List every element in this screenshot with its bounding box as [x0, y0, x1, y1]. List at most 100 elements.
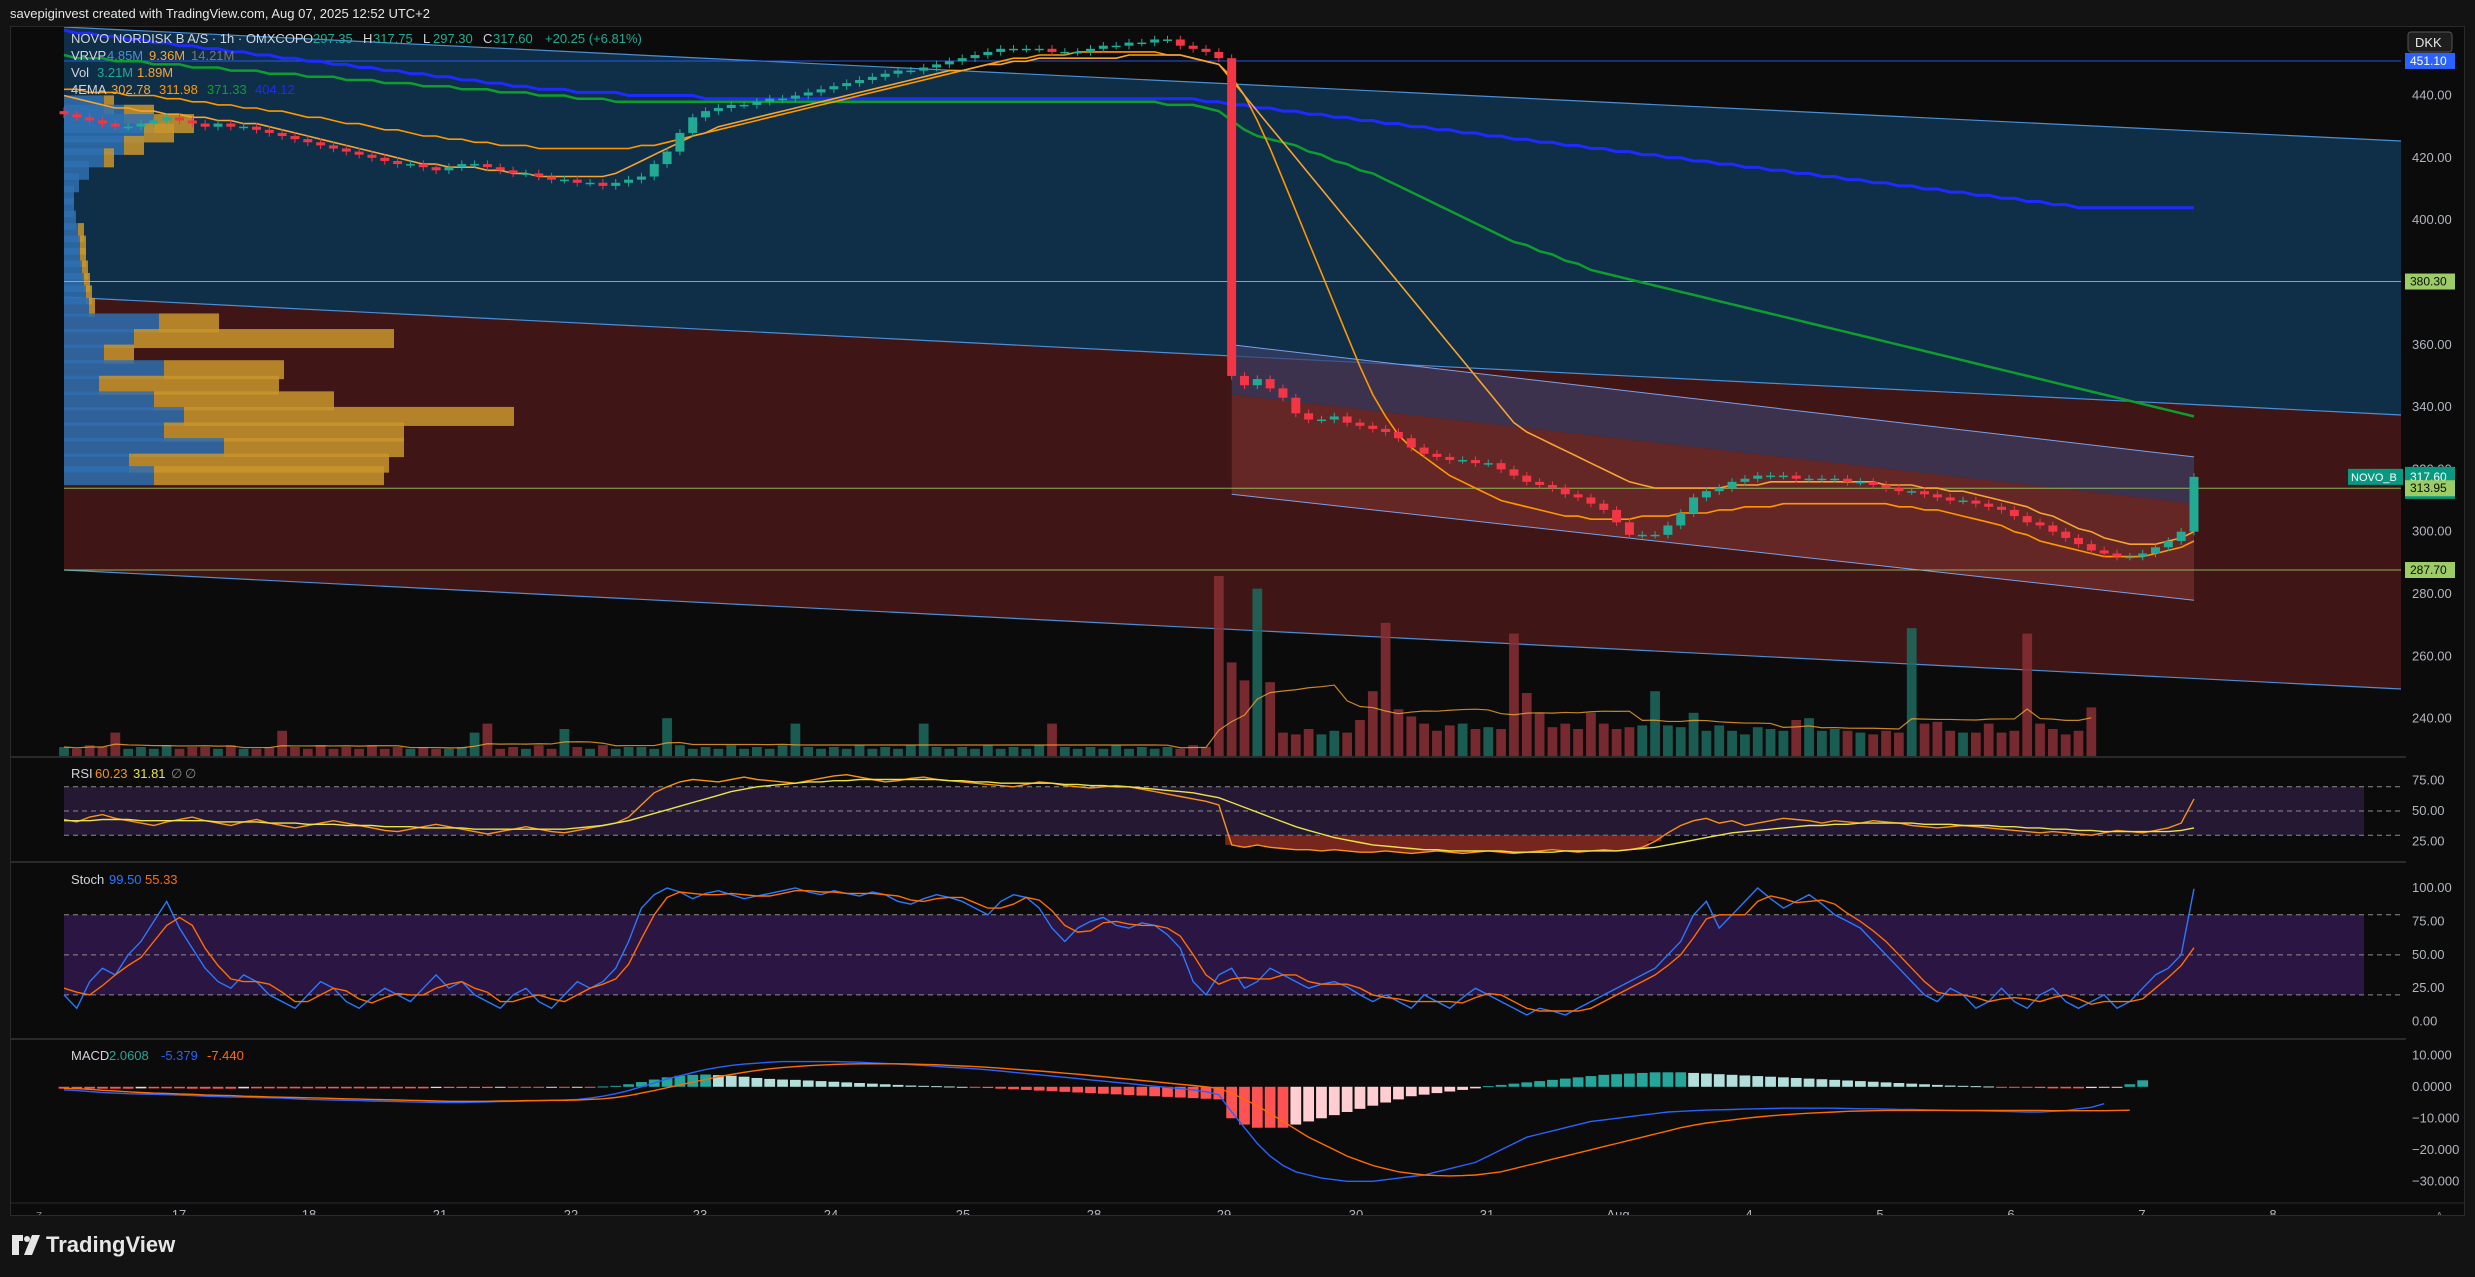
macd-histogram-bar [764, 1078, 776, 1087]
macd-histogram-bar [687, 1074, 699, 1087]
macd-histogram-bar [1033, 1086, 1045, 1091]
macd-histogram-bar [1534, 1081, 1545, 1087]
volume-profile-down-bar [144, 123, 174, 143]
volume-bar [1136, 747, 1147, 756]
time-tick-label: 25 [956, 1207, 970, 1215]
macd-histogram-bar [1174, 1086, 1186, 1098]
macd-histogram-bar [1572, 1077, 1584, 1087]
rsi-na-value: ∅ [171, 766, 182, 781]
macd-histogram-bar [1829, 1079, 1841, 1087]
candle-body [842, 83, 852, 87]
chart-canvas[interactable]: 240.00260.00280.00300.00320.00340.00360.… [11, 26, 2464, 1222]
time-tick-label: 29 [1217, 1207, 1231, 1215]
volume-bar [752, 747, 762, 756]
candle-body [1573, 494, 1583, 498]
ema20-line [63, 54, 2195, 545]
macd-histogram-bar [1713, 1074, 1725, 1087]
macd-histogram-bar [559, 1086, 570, 1088]
volume-bar [1919, 723, 1930, 756]
volume-bar [1419, 723, 1429, 756]
volume-bar [1534, 712, 1545, 756]
candle-body [1470, 460, 1480, 464]
volume-bar [546, 748, 557, 756]
volume-bar [277, 730, 288, 756]
candle-body [662, 151, 672, 165]
candle-body [393, 160, 403, 165]
volume-bar [944, 748, 955, 756]
volume-bar [1855, 732, 1866, 756]
macd-hist-value: 2.0608 [109, 1048, 149, 1063]
volume-bar [829, 747, 839, 756]
candle-body [1175, 39, 1185, 46]
candle-body [1881, 484, 1891, 489]
candle-body [328, 145, 338, 149]
candle-body [1599, 503, 1609, 510]
candle-body [1907, 491, 1917, 493]
volume-bar [148, 748, 159, 756]
candle-body [1778, 475, 1788, 478]
volume-profile-up-bar [64, 391, 154, 411]
volume-bar [700, 747, 711, 756]
volume-bar [572, 747, 583, 756]
volume-profile-up-bar [64, 198, 74, 218]
candle-body [1637, 534, 1647, 537]
volume-bar [1367, 691, 1378, 756]
macd-histogram-bar [1867, 1081, 1879, 1087]
ohlc-value: 297.30 [433, 31, 473, 46]
candle-body [290, 136, 300, 140]
volume-bar [1252, 588, 1263, 756]
volume-bar [675, 745, 685, 756]
macd-histogram-bar [1624, 1073, 1635, 1087]
macd-histogram-bar [931, 1086, 942, 1088]
price-badge-label: 287.70 [2410, 563, 2447, 577]
candle-body [1689, 497, 1699, 513]
candles [59, 35, 2199, 561]
candle-body [1227, 58, 1237, 376]
indicator-tick-label: 50.00 [2412, 803, 2445, 818]
volume-bar [533, 745, 544, 756]
volume-profile-down-bar [134, 329, 394, 349]
volume-bar [1265, 682, 1276, 756]
candle-body [803, 92, 813, 96]
ema200-line [63, 28, 2194, 210]
candle-body [957, 58, 967, 62]
volume-bar [1470, 729, 1481, 756]
macd-histogram-bar [315, 1086, 327, 1089]
price-tick-label: 400.00 [2412, 212, 2452, 227]
macd-histogram-bar [109, 1086, 121, 1089]
volume-bar [1496, 729, 1506, 756]
candle-body [688, 117, 698, 133]
macd-histogram-bar [520, 1086, 532, 1088]
candle-body [2061, 531, 2071, 538]
macd-histogram-bar [1187, 1086, 1199, 1099]
volume-bar [1342, 732, 1353, 756]
volume-bar [123, 748, 134, 756]
time-tick-label: 30 [1349, 1207, 1363, 1215]
candle-body [1278, 388, 1288, 398]
chart-frame[interactable]: 240.00260.00280.00300.00320.00340.00360.… [10, 26, 2465, 1222]
stoch-d-line [63, 890, 2195, 1012]
macd-histogram-bar [1393, 1086, 1404, 1100]
candle-body [226, 123, 236, 127]
time-tick-label: 18 [302, 1207, 316, 1215]
candle-body [1021, 48, 1031, 51]
time-tick-label: 5 [1876, 1207, 1883, 1215]
symbol-tag-label: NOVO_B [2351, 472, 2397, 484]
candle-body [1150, 39, 1160, 43]
volume-bar [816, 748, 826, 756]
rsi-ma-value: 31.81 [133, 766, 166, 781]
volume-bar [1906, 628, 1917, 756]
candle-body [2022, 516, 2032, 523]
candle-body [2035, 522, 2045, 526]
macd-histogram-bar [1046, 1086, 1058, 1092]
vrvp-total: 14.21M [191, 48, 234, 63]
volume-bar [1560, 723, 1571, 756]
tradingview-logo-icon[interactable] [12, 1235, 40, 1257]
candle-body [444, 167, 454, 171]
ohlc-value: 297.35 [313, 31, 353, 46]
candle-body [1368, 425, 1378, 429]
price-tick-label: 360.00 [2412, 337, 2452, 352]
macd-histogram-bar [392, 1086, 404, 1089]
candle-body [1522, 475, 1532, 482]
volume-bar [2035, 723, 2045, 756]
